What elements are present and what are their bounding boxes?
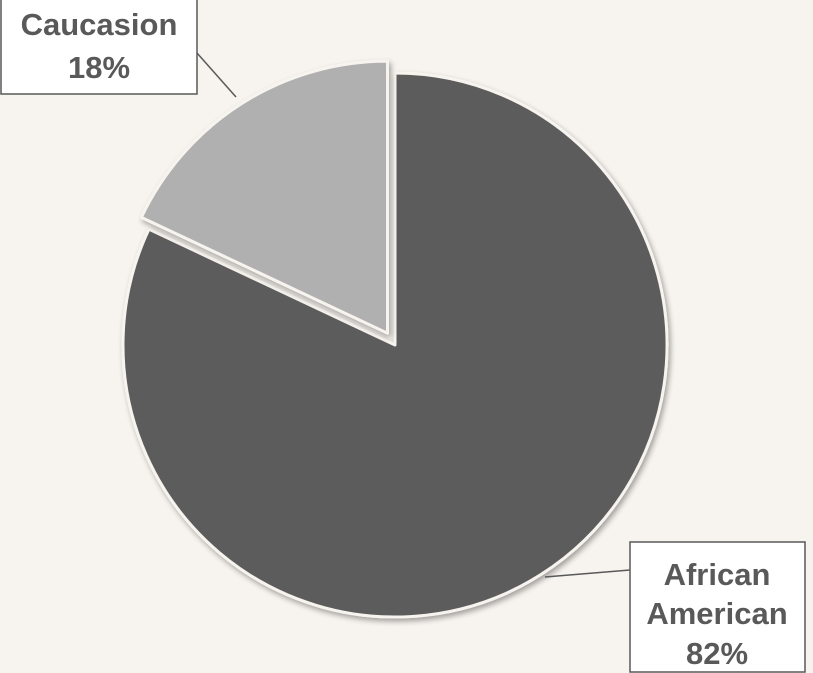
leader-line-caucasion: [196, 52, 237, 98]
label-category-african-american-line2: American: [646, 596, 787, 631]
label-percent-african-american: 82%: [686, 636, 748, 671]
pie-slice-african-american: [121, 71, 669, 619]
label-category-caucasion: Caucasion: [21, 7, 178, 42]
slice-label-african-american: African American 82%: [629, 541, 806, 673]
label-box-african-american: [629, 541, 806, 673]
label-category-african-american-line1: African: [664, 557, 771, 592]
label-box-caucasion: [0, 0, 198, 95]
leader-line-african-american: [544, 569, 631, 578]
leader-lines: [196, 52, 631, 578]
pie-slices: [121, 59, 669, 619]
label-percent-caucasion: 18%: [68, 50, 130, 85]
slice-label-caucasion: Caucasion 18%: [0, 0, 198, 95]
pie-slice-caucasion: [139, 59, 389, 335]
